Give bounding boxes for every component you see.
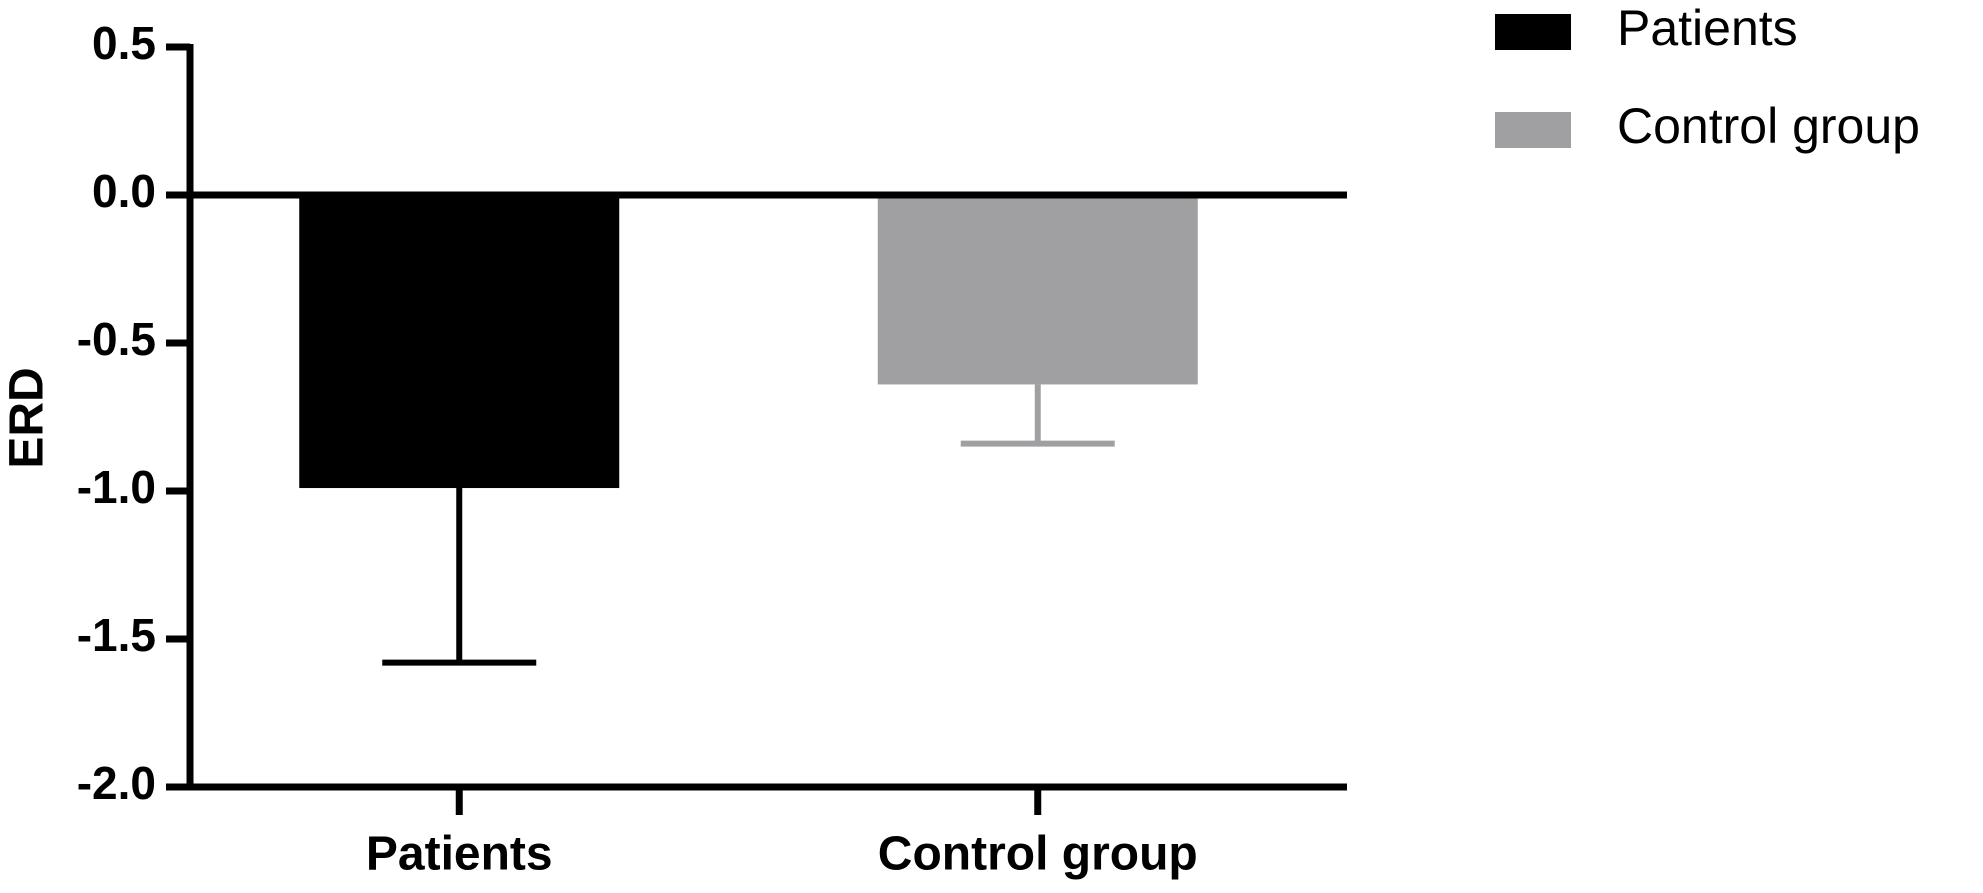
bar (877, 195, 1198, 385)
x-tick-label: Patients (366, 828, 553, 881)
legend-label: Control group (1617, 98, 1920, 154)
x-tick-label: Control group (878, 828, 1198, 881)
legend-swatch (1495, 14, 1571, 50)
legend-swatch (1495, 112, 1571, 148)
y-tick-label: -0.5 (77, 313, 156, 365)
y-tick-label: 0.5 (92, 17, 156, 69)
y-tick-label: 0.0 (92, 165, 156, 217)
y-tick-label: -1.5 (77, 609, 156, 661)
y-axis-label: ERD (1, 367, 54, 468)
legend-label: Patients (1617, 0, 1798, 56)
y-tick-label: -2.0 (77, 757, 156, 809)
y-tick-label: -1.0 (77, 461, 156, 513)
bar (299, 195, 620, 489)
